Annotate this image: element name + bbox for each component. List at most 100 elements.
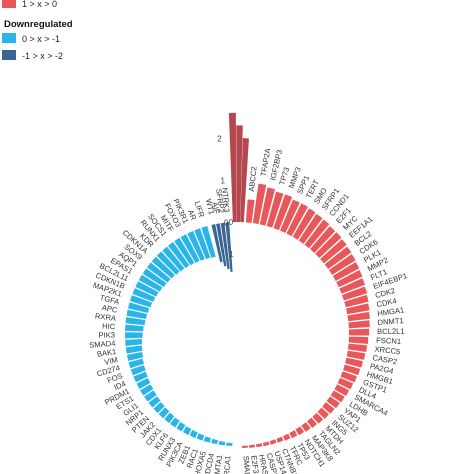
bar-up <box>326 396 340 409</box>
bar-up <box>332 261 360 281</box>
bar-down <box>180 234 200 263</box>
bar-up <box>348 336 369 344</box>
radial-axis: 2 1 0 0 1 <box>217 135 234 259</box>
bar-up <box>289 430 298 439</box>
gene-label-down: VIM <box>104 355 119 367</box>
bar-down <box>148 396 161 408</box>
gene-label-down: BRCA1 <box>222 455 233 474</box>
bar-up <box>307 417 318 428</box>
gene-label-down: AR <box>186 208 198 222</box>
bar-down <box>125 332 143 339</box>
radial-tick-label: 2 <box>217 135 222 144</box>
bar-up <box>324 246 352 269</box>
bar-up <box>248 444 256 448</box>
bar-up <box>292 208 316 240</box>
bar-down <box>146 262 171 283</box>
bar-up <box>346 350 366 360</box>
bar-down <box>130 365 146 376</box>
gene-label-down: CAMTA1 <box>211 454 224 474</box>
bar-up <box>273 194 293 231</box>
down-tick-label: 0 <box>229 218 234 227</box>
bar-up <box>339 278 366 294</box>
bar-down <box>201 226 216 258</box>
bar-down <box>140 384 154 396</box>
gene-label-down: SMAD4 <box>89 339 116 350</box>
bar-up <box>262 441 270 447</box>
bar-down-dark <box>211 224 223 263</box>
bar-up <box>347 343 367 352</box>
bar-down <box>126 309 148 320</box>
bar-down <box>135 281 159 297</box>
bar-up <box>304 219 330 249</box>
bar-up <box>340 371 357 383</box>
gene-label-up: E2F3 <box>249 455 260 474</box>
bar-down <box>144 390 157 402</box>
gene-label-up: CASP2 <box>372 353 398 366</box>
bar-up <box>336 270 363 288</box>
bar-down <box>226 442 233 446</box>
bar-up <box>266 191 284 228</box>
legend-label-down-light: 0 > x > -1 <box>22 34 60 44</box>
bar-up <box>334 384 350 396</box>
gene-label-down-dark: SFRP2 <box>214 188 226 213</box>
gene-label-down-dark: AIF <box>210 201 221 215</box>
legend-swatch-down-dark <box>2 50 16 60</box>
bar-down <box>196 433 205 441</box>
radial-tick-label: 1 <box>220 176 225 185</box>
bars-layer <box>125 112 370 448</box>
bar-down <box>136 377 151 390</box>
legend-swatch-up <box>2 0 16 8</box>
radial-tick-label: 0 <box>224 218 229 227</box>
bar-down <box>168 242 190 269</box>
gene-label-down: ID4 <box>113 379 127 392</box>
gene-label-down: PIK3 <box>98 330 115 339</box>
gene-label-up: FSCN1 <box>376 336 401 346</box>
bar-up <box>280 199 300 233</box>
gene-label-up: ABCC2 <box>247 166 259 192</box>
bar-up <box>345 357 363 368</box>
gene-label-up: SMAD4 <box>242 455 253 474</box>
bar-up <box>282 433 291 441</box>
bar-down <box>170 417 180 428</box>
bar-up <box>343 364 361 376</box>
bar-up <box>315 232 342 259</box>
bar-down <box>189 430 198 438</box>
gene-label-up: CDK4 <box>376 296 398 309</box>
bar-up <box>286 203 308 237</box>
bar-up <box>337 377 354 390</box>
gene-label-up: DNMT1 <box>377 316 404 327</box>
bar-down <box>158 407 170 419</box>
bar-down <box>133 371 148 383</box>
bar-up <box>322 402 335 414</box>
gene-label-up: HMGA1 <box>377 305 405 318</box>
bar-up-dark <box>228 112 237 223</box>
bar-up <box>348 328 370 336</box>
bar-up <box>344 294 369 308</box>
legend-label-down-dark: -1 > x > -2 <box>22 51 63 61</box>
bar-up <box>252 183 267 225</box>
bar-up <box>347 311 370 322</box>
bar-up <box>301 422 311 432</box>
gene-label-down-dark: NTRK3 <box>220 187 231 213</box>
bar-down <box>162 246 185 272</box>
gene-label-down: HIC <box>102 321 116 331</box>
bar-down <box>138 274 163 292</box>
bar-up <box>317 407 329 419</box>
bar-down-dark <box>225 222 233 272</box>
bar-up <box>328 254 356 275</box>
bar-down <box>194 228 211 260</box>
bar-up-dark <box>240 138 249 223</box>
down-tick-label: 1 <box>229 250 234 259</box>
bar-down <box>187 231 205 261</box>
gene-label-up: HRAS <box>257 454 270 474</box>
gene-label-down: BAK1 <box>96 347 117 359</box>
gene-label-down: RXRA <box>94 311 117 323</box>
bar-up <box>298 213 323 244</box>
bar-down <box>129 295 153 308</box>
bar-down-dark <box>216 223 227 267</box>
bar-up <box>259 187 276 226</box>
bar-down <box>211 438 218 445</box>
bar-down <box>126 351 144 361</box>
bar-up <box>295 426 305 436</box>
